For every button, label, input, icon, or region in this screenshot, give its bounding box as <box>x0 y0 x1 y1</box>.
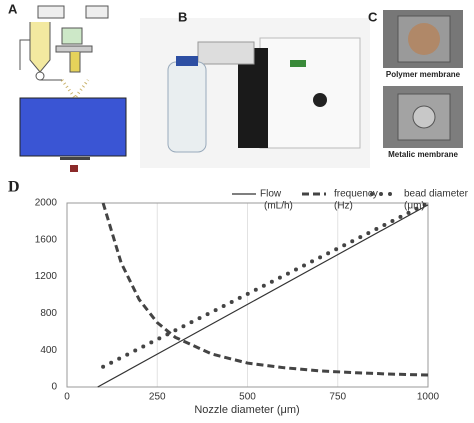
legend-unit: (μm) <box>404 201 425 212</box>
plot-frame <box>66 202 429 388</box>
data-line <box>101 202 429 377</box>
panel-b-photo <box>140 18 370 168</box>
panel-label: A <box>8 1 18 16</box>
x-axis-label: Nozzle diameter (μm) <box>194 404 299 416</box>
y-tick-label: 0 <box>51 382 57 393</box>
legend-label: bead diameter <box>404 189 469 200</box>
panel-label: D <box>8 179 20 196</box>
legend-unit: (Hz) <box>334 201 353 212</box>
y-tick-label: 1600 <box>35 234 58 245</box>
y-tick-label: 1200 <box>35 271 58 282</box>
legend-label: frequency <box>334 189 378 200</box>
y-tick-label: 400 <box>40 345 57 356</box>
x-tick-label: 750 <box>329 392 346 403</box>
data-line <box>101 201 430 369</box>
caption: Metalic membrane <box>388 150 458 159</box>
panel-label: B <box>178 9 187 24</box>
legend-unit: (mL/h) <box>264 201 293 212</box>
panel-a-diagram <box>19 5 127 172</box>
panel-c-photos <box>383 10 463 148</box>
x-tick-label: 250 <box>149 392 166 403</box>
y-tick-label: 2000 <box>35 198 58 209</box>
x-tick-label: 0 <box>64 392 70 403</box>
data-line <box>97 204 429 388</box>
x-tick-label: 500 <box>239 392 256 403</box>
panel-label: C <box>368 9 378 24</box>
y-tick-label: 800 <box>40 308 57 319</box>
x-tick-label: 1000 <box>417 392 440 403</box>
caption: Polymer membrane <box>386 70 461 79</box>
legend-label: Flow <box>260 189 282 200</box>
